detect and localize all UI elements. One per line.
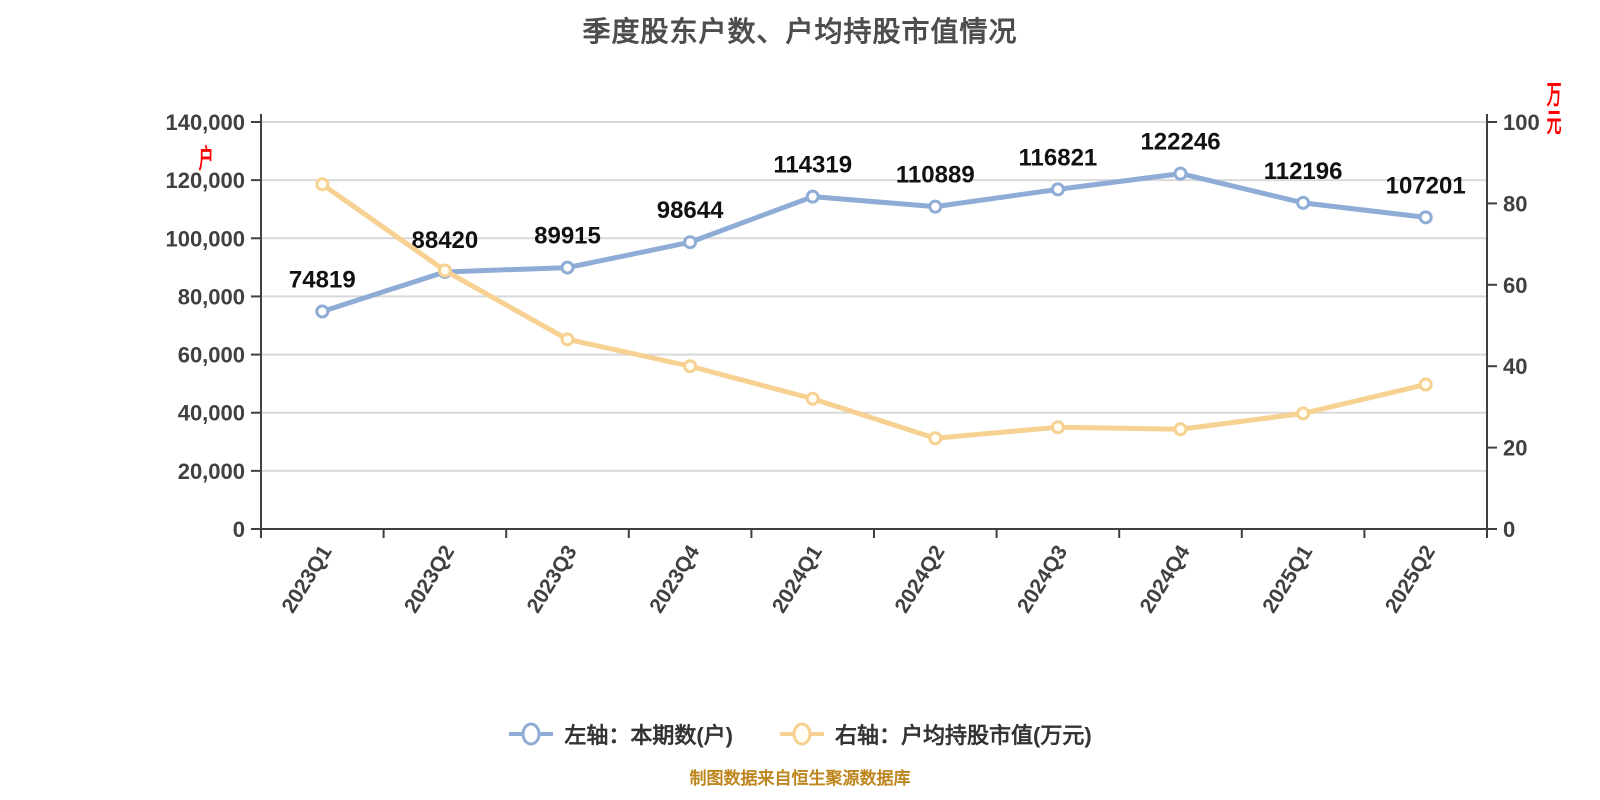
data-point-label: 114319: [773, 152, 852, 179]
legend-item-shareholder-count[interactable]: 左轴：本期数(户): [508, 718, 733, 750]
data-point-marker: [1050, 182, 1065, 197]
right-axis-unit-label: 元: [1547, 107, 1562, 138]
data-point-label: 89915: [534, 223, 601, 250]
data-point-marker: [1296, 195, 1311, 210]
x-axis-category-label: 2024Q4: [1136, 541, 1195, 617]
data-point-marker: [315, 304, 330, 319]
right-axis-tick-label: 80: [1503, 191, 1527, 216]
data-point-label: 107201: [1386, 172, 1466, 199]
data-point-marker: [805, 189, 820, 204]
series-line: [319, 181, 1429, 441]
legend: 左轴：本期数(户) 右轴：户均持股市值(万元): [0, 712, 1600, 756]
data-point-label: 88420: [412, 227, 479, 254]
x-axis-category-label: 2023Q2: [400, 541, 459, 617]
x-axis-category-label: 2023Q1: [277, 541, 336, 617]
right-axis-tick-label: 0: [1503, 517, 1515, 542]
data-point-marker: [560, 260, 575, 275]
left-axis-unit-label: 户: [199, 143, 214, 174]
data-point-marker: [1173, 422, 1188, 437]
legend-marker-yellow-icon: [780, 722, 824, 746]
left-axis-tick-label: 140,000: [165, 110, 245, 135]
legend-label-left-axis: 左轴：本期数(户): [564, 723, 733, 748]
data-point-marker: [315, 177, 330, 192]
data-point-marker: [437, 263, 452, 278]
data-point-marker: [683, 359, 698, 374]
left-axis-tick-label: 100,000: [165, 226, 245, 251]
data-point-marker: [1418, 377, 1433, 392]
right-axis-tick-label: 20: [1503, 436, 1527, 461]
right-axis-tick-label: 100: [1503, 110, 1540, 135]
data-point-label: 112196: [1264, 158, 1343, 185]
legend-item-avg-holding-value[interactable]: 右轴：户均持股市值(万元): [779, 718, 1092, 750]
chart-title: 季度股东户数、户均持股市值情况: [582, 16, 1018, 47]
left-axis-tick-label: 20,000: [178, 459, 245, 484]
data-point-marker: [928, 199, 943, 214]
left-axis-tick-label: 40,000: [178, 401, 245, 426]
series-line: [319, 171, 1429, 314]
x-axis-category-label: 2023Q3: [523, 541, 582, 617]
data-point-label: 74819: [289, 266, 356, 293]
data-point-label: 110889: [896, 162, 975, 189]
left-axis-tick-label: 120,000: [165, 168, 245, 193]
legend-marker-blue-icon: [509, 722, 554, 746]
x-axis-category-label: 2024Q3: [1013, 541, 1072, 617]
chart-canvas: 0 20,000 40,000 60,000 80,000 100,000 120,000 1…: [165, 79, 1562, 617]
x-axis-category-label: 2024Q2: [890, 541, 949, 617]
left-axis-tick-label: 60,000: [178, 343, 245, 368]
data-point-marker: [683, 235, 698, 250]
data-point-label: 122246: [1140, 129, 1220, 156]
x-axis-category-label: 2023Q4: [645, 541, 704, 617]
data-point-marker: [1296, 406, 1311, 421]
right-axis-tick-label: 60: [1503, 273, 1527, 298]
x-axis-category-label: 2025Q1: [1258, 541, 1317, 617]
legend-label-right-axis: 右轴：户均持股市值(万元): [835, 723, 1092, 748]
data-point-marker: [928, 431, 943, 446]
x-axis-category-label: 2024Q1: [768, 541, 827, 617]
data-point-marker: [560, 332, 575, 347]
x-axis-category-label: 2025Q2: [1381, 541, 1440, 617]
right-axis-tick-label: 40: [1503, 354, 1527, 379]
right-axis-unit-label: 万: [1547, 79, 1562, 110]
left-axis-tick-label: 0: [233, 517, 245, 542]
data-point-marker: [1418, 210, 1433, 225]
data-point-label: 116821: [1019, 144, 1098, 171]
data-point-marker: [805, 391, 820, 406]
data-point-marker: [1173, 166, 1188, 181]
left-axis-tick-label: 80,000: [178, 284, 245, 309]
data-point-marker: [1050, 420, 1065, 435]
data-point-label: 98644: [657, 197, 724, 224]
data-source-note: 制图数据来自恒生聚源数据库: [689, 769, 911, 788]
